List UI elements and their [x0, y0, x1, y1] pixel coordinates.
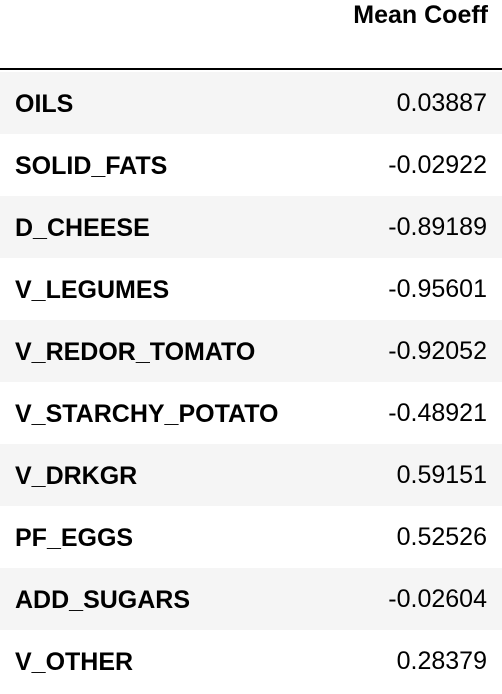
table-row: V_DRKGR 0.59151 — [0, 444, 502, 506]
row-label: D_CHEESE — [15, 214, 150, 242]
table-body: OILS 0.03887 SOLID_FATS -0.02922 D_CHEES… — [0, 72, 502, 692]
table-row: V_OTHER 0.28379 — [0, 630, 502, 692]
table-row: PF_EGGS 0.52526 — [0, 506, 502, 568]
row-label: V_DRKGR — [15, 462, 138, 490]
row-value: -0.92052 — [388, 337, 487, 365]
row-value: 0.03887 — [396, 89, 487, 117]
row-label: V_OTHER — [15, 648, 134, 676]
row-label: PF_EGGS — [15, 524, 134, 552]
column-header-mean-coeff: Mean Coeff — [353, 1, 488, 29]
table-header: Mean Coeff — [0, 0, 502, 70]
table-row: D_CHEESE -0.89189 — [0, 196, 502, 258]
table-row: ADD_SUGARS -0.02604 — [0, 568, 502, 630]
table-row: OILS 0.03887 — [0, 72, 502, 134]
row-value: -0.02922 — [388, 151, 487, 179]
row-label: SOLID_FATS — [15, 152, 168, 180]
table-row: SOLID_FATS -0.02922 — [0, 134, 502, 196]
table-row: V_REDOR_TOMATO -0.92052 — [0, 320, 502, 382]
row-value: 0.52526 — [396, 523, 487, 551]
row-value: -0.89189 — [388, 213, 487, 241]
row-label: V_STARCHY_POTATO — [15, 400, 279, 428]
row-label: V_LEGUMES — [15, 276, 170, 304]
table-row: V_STARCHY_POTATO -0.48921 — [0, 382, 502, 444]
row-value: 0.59151 — [396, 461, 487, 489]
row-value: 0.28379 — [396, 647, 487, 675]
coefficient-table: Mean Coeff OILS 0.03887 SOLID_FATS -0.02… — [0, 0, 502, 676]
row-value: -0.95601 — [388, 275, 487, 303]
row-label: OILS — [15, 90, 74, 118]
row-value: -0.48921 — [388, 399, 487, 427]
row-label: V_REDOR_TOMATO — [15, 338, 256, 366]
row-label: ADD_SUGARS — [15, 586, 191, 614]
row-value: -0.02604 — [388, 585, 487, 613]
table-row: V_LEGUMES -0.95601 — [0, 258, 502, 320]
